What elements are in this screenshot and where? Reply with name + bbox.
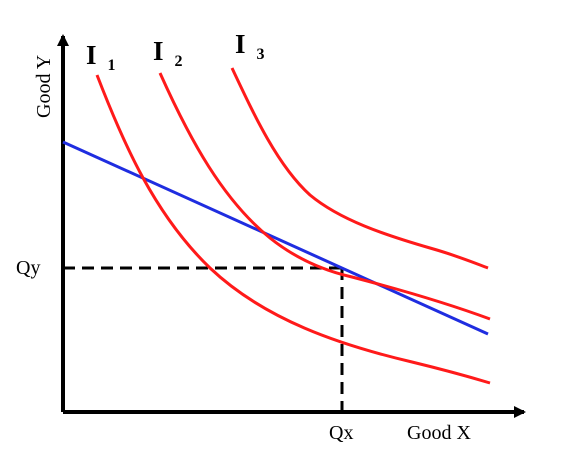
indifference-curve-i1 [95,74,491,385]
curve-label-i2-sub: 2 [175,53,183,70]
curve-label-i1-main: I [86,40,97,70]
y-axis-label: Good Y [33,55,55,118]
curve-label-i3: I 3 [235,29,265,63]
curve-label-i2-main: I [153,36,164,66]
indifference-curve-i3 [230,67,489,270]
budget-line [62,140,489,336]
qx-label: Qx [329,422,353,444]
indifference-curve-i2 [158,72,491,321]
curve-label-i1: I 1 [86,40,116,74]
x-axis-label: Good X [407,422,471,444]
curve-label-i3-sub: 3 [257,46,265,63]
qy-label: Qy [16,257,40,279]
curve-label-i2: I 2 [153,36,183,70]
curve-label-i1-sub: 1 [108,57,116,74]
curve-label-i3-main: I [235,29,246,59]
